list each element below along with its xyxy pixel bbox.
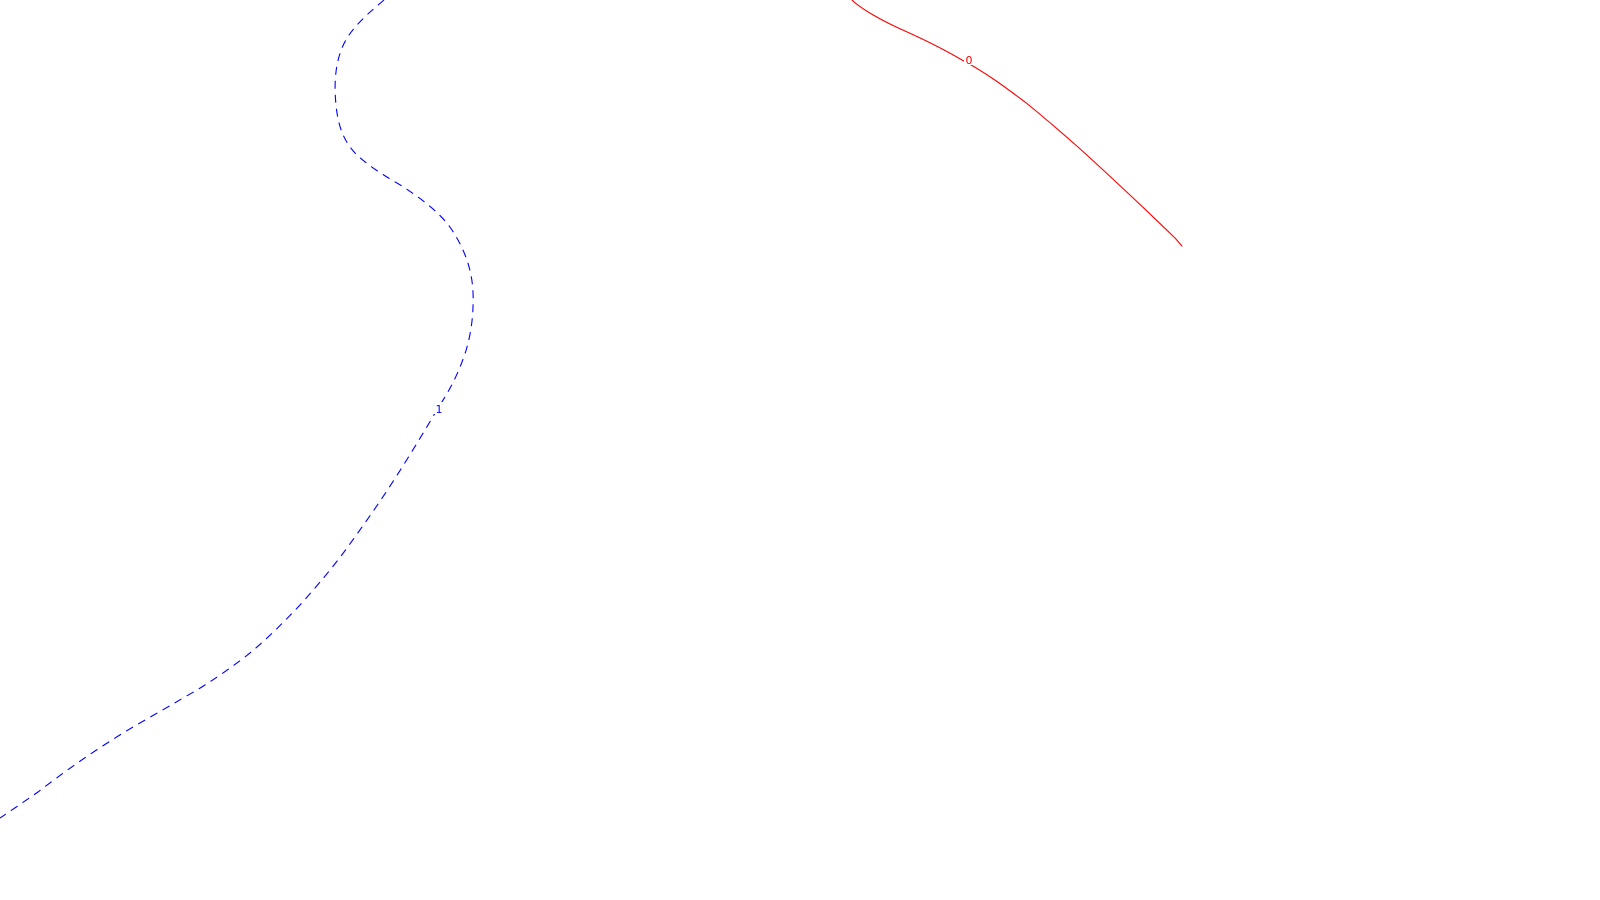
contour-line-1: 1 bbox=[0, 0, 474, 819]
contour-line-0: 0 bbox=[851, 0, 1183, 247]
contour-label-bg-1 bbox=[434, 402, 444, 414]
contour-label-1: 1 bbox=[436, 403, 443, 416]
contour-label-bg-0 bbox=[964, 53, 974, 65]
contour-label-0: 0 bbox=[966, 54, 973, 67]
contour-path-1 bbox=[0, 0, 474, 819]
contour-path-0 bbox=[851, 0, 1183, 247]
